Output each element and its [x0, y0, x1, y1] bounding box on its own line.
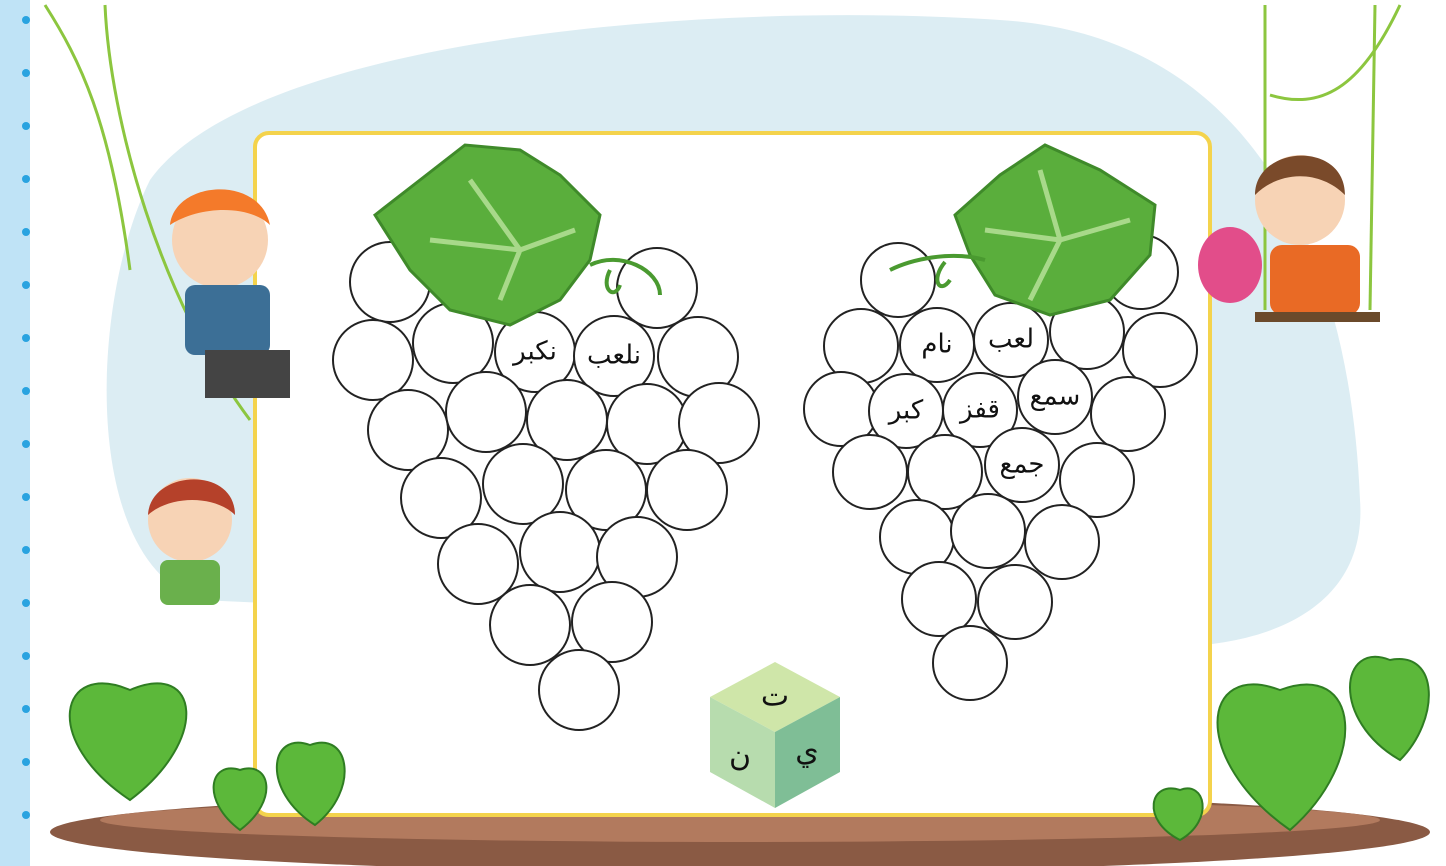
- strip-dot: [22, 758, 30, 766]
- page: نكبر نلعب نام لعب كبر قفز سمع جمع ت ن ي: [0, 0, 1446, 866]
- grape-word[interactable]: لعب: [988, 325, 1034, 355]
- cube-letter: ت: [761, 679, 789, 714]
- strip-dot: [22, 334, 30, 342]
- grape: [1025, 505, 1099, 579]
- strip-dot: [22, 281, 30, 289]
- grape-word[interactable]: جمع: [1000, 450, 1045, 480]
- grape: [861, 243, 935, 317]
- strip-dot: [22, 705, 30, 713]
- cube-letter: ي: [795, 734, 818, 769]
- game-scene: نكبر نلعب نام لعب كبر قفز سمع جمع ت ن ي: [0, 0, 1446, 866]
- grape: [1091, 377, 1165, 451]
- grape: [490, 585, 570, 665]
- grape-word[interactable]: نكبر: [511, 337, 557, 367]
- strip-dot: [22, 16, 30, 24]
- grape: [933, 626, 1007, 700]
- grape: [1123, 313, 1197, 387]
- strip-dot: [22, 493, 30, 501]
- grape-word[interactable]: نام: [921, 330, 952, 360]
- grape: [647, 450, 727, 530]
- grape-word[interactable]: كبر: [887, 396, 924, 426]
- grape-word[interactable]: نلعب: [587, 341, 641, 371]
- grape: [333, 320, 413, 400]
- grape: [446, 372, 526, 452]
- strip-dot: [22, 811, 30, 819]
- grape-word[interactable]: سمع: [1030, 382, 1081, 412]
- grape: [902, 562, 976, 636]
- strip-dot: [22, 387, 30, 395]
- strip-dot: [22, 440, 30, 448]
- grape: [833, 435, 907, 509]
- strip-dot: [22, 69, 30, 77]
- strip-dot: [22, 546, 30, 554]
- grape: [951, 494, 1025, 568]
- grape: [978, 565, 1052, 639]
- strip-dot: [22, 652, 30, 660]
- strip-dot: [22, 599, 30, 607]
- strip-dot: [22, 175, 30, 183]
- grape: [539, 650, 619, 730]
- strip-dot: [22, 122, 30, 130]
- cube-letter: ن: [729, 739, 751, 774]
- strip-dot: [22, 228, 30, 236]
- grape-word[interactable]: قفز: [958, 395, 1000, 425]
- grape: [520, 512, 600, 592]
